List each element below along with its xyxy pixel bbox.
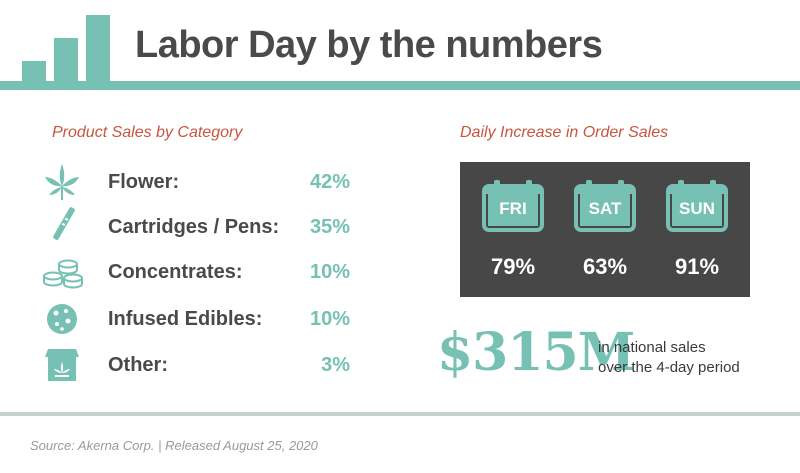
- national-sales-amount: $315M: [437, 322, 635, 383]
- logo-bar-2: [54, 38, 78, 85]
- category-label: Cartridges / Pens:: [108, 216, 280, 238]
- header: Labor Day by the numbers: [0, 0, 800, 95]
- category-value: 10%: [309, 261, 350, 283]
- header-divider: [0, 81, 800, 90]
- product-sales-title: Product Sales by Category: [52, 124, 243, 141]
- caption-line-2: over the 4-day period: [598, 359, 740, 376]
- page-title: Labor Day by the numbers: [135, 24, 603, 66]
- calendar-icon: [574, 180, 636, 232]
- category-value: 10%: [309, 308, 350, 330]
- day-name: SUN: [679, 199, 715, 218]
- category-row-other: Other: 3%: [40, 345, 360, 385]
- logo-bar-3: [86, 15, 110, 85]
- category-row-concentrates: Concentrates: 10%: [40, 252, 360, 292]
- national-sales-caption: in national sales over the 4-day period: [598, 338, 740, 378]
- concentrate-jars-icon: [40, 252, 84, 292]
- category-label: Flower:: [108, 171, 180, 193]
- day-name: FRI: [499, 199, 527, 218]
- daily-increase-title: Daily Increase in Order Sales: [460, 124, 669, 141]
- vape-pen-icon: [40, 207, 84, 247]
- caption-line-1: in national sales: [598, 339, 706, 356]
- day-value: 91%: [674, 254, 720, 279]
- source-note: Source: Akerna Corp. | Released August 2…: [30, 438, 318, 453]
- category-value: 35%: [309, 216, 350, 238]
- day-name: SAT: [588, 199, 622, 218]
- day-value: 79%: [490, 254, 536, 279]
- bar-chart-logo-icon: [22, 15, 110, 85]
- category-label: Concentrates:: [108, 261, 243, 283]
- category-value: 3%: [321, 354, 350, 376]
- cookie-icon: [40, 299, 84, 339]
- category-row-flower: Flower: 42%: [40, 162, 360, 202]
- footer-divider: [0, 412, 800, 416]
- dispensary-storefront-icon: [40, 345, 84, 385]
- day-saturday: SAT 63%: [567, 180, 643, 290]
- category-label: Infused Edibles:: [108, 308, 263, 330]
- calendar-icon: [482, 180, 544, 232]
- day-sunday: SUN 91%: [659, 180, 735, 290]
- category-row-edibles: Infused Edibles: 10%: [40, 299, 360, 339]
- calendar-icon: [666, 180, 728, 232]
- category-row-cartridges: Cartridges / Pens: 35%: [40, 207, 360, 247]
- day-value: 63%: [582, 254, 628, 279]
- day-friday: FRI 79%: [475, 180, 551, 290]
- daily-increase-panel: FRI 79% SAT 63% SUN 91%: [460, 162, 750, 297]
- category-label: Other:: [108, 354, 168, 376]
- category-value: 42%: [309, 171, 350, 193]
- cannabis-leaf-icon: [40, 162, 84, 202]
